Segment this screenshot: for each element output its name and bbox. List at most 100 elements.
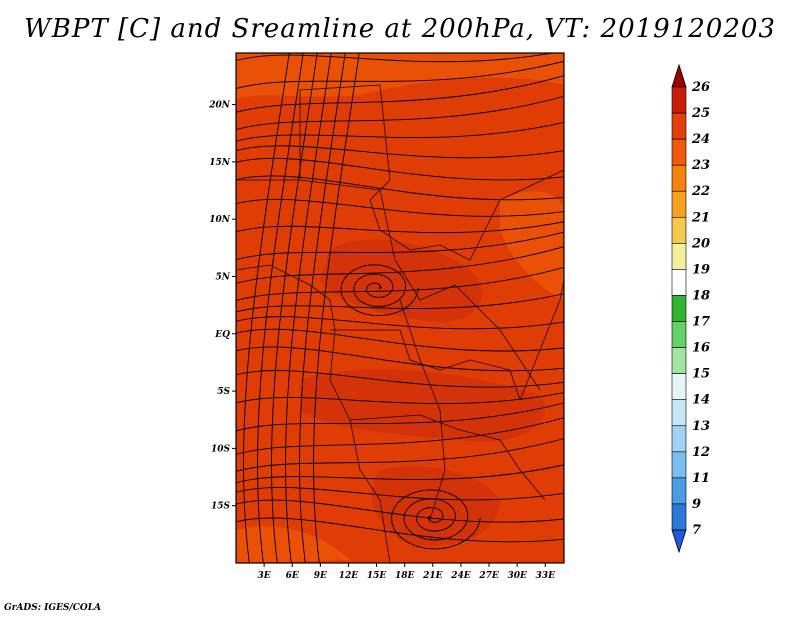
streamline [236, 246, 564, 284]
streamline [236, 499, 564, 523]
streamline [236, 417, 564, 455]
colorbar-segment [671, 138, 687, 166]
colorbar-label: 7 [692, 523, 701, 538]
streamline [236, 53, 555, 63]
lon-tick-label: 3E [258, 571, 271, 581]
lat-tick-label: EQ [214, 330, 230, 340]
country-border [236, 264, 391, 563]
temperature-patch-5 [500, 191, 564, 300]
country-border [299, 179, 471, 301]
colorbar-segment [671, 112, 687, 140]
colorbar-segment [671, 373, 687, 401]
temperature-patch-1 [236, 53, 564, 100]
colorbar-label: 20 [691, 236, 710, 251]
streamline [236, 60, 564, 90]
lon-tick-label: 33E [536, 571, 556, 581]
lon-tick-label: 27E [478, 571, 499, 581]
colorbar-label: 11 [692, 471, 710, 486]
country-border [369, 84, 564, 261]
map-axes: 3E 6E 9E 12E 15E 18E 21E 24E 27E 30E 33E 20N 15N 10N 5… [208, 101, 555, 581]
colorbar-label: 18 [692, 288, 710, 303]
colorbar: 26 25 24 23 22 21 20 19 18 17 16 15 14 13 12 11 9 7 [671, 63, 710, 554]
streamline [236, 121, 564, 142]
streamline [236, 517, 564, 543]
map-frame [235, 52, 565, 564]
streamline [236, 328, 564, 352]
streamline [243, 53, 290, 563]
streamline [236, 221, 564, 234]
colorbar-label: 14 [692, 393, 710, 408]
streamline [257, 53, 304, 563]
lat-tick-label: 5N [216, 272, 231, 282]
map-panel [235, 52, 565, 564]
circulation-south [391, 489, 481, 550]
streamline [299, 53, 346, 563]
colorbar-label: 24 [691, 132, 710, 147]
grads-credit: GrADS: IGES/COLA [4, 603, 102, 613]
colorbar-label: 23 [691, 158, 710, 173]
streamline [313, 53, 360, 563]
streamline [236, 402, 564, 432]
country-border [236, 84, 381, 181]
streamline [236, 346, 564, 372]
circulation-north [340, 264, 420, 317]
colorbar-label: 13 [692, 419, 710, 434]
colorbar-segment [671, 451, 687, 479]
colorbar-label: 26 [691, 80, 710, 95]
country-border [399, 299, 446, 521]
streamline [236, 266, 564, 302]
colorbar-label: 17 [692, 315, 710, 330]
lat-tick-label: 5S [217, 387, 230, 397]
streamline [236, 316, 564, 330]
colorbar-segment [671, 269, 687, 296]
colorbar-segment [671, 399, 687, 427]
colorbar-top-arrow [671, 63, 687, 88]
temperature-patch-4 [371, 466, 500, 546]
lon-tick-label: 12E [339, 571, 359, 581]
colorbar-segment [671, 190, 687, 218]
streamline [271, 53, 318, 563]
colorbar-segment [671, 347, 687, 374]
colorbar-bottom-arrow [671, 529, 687, 554]
lat-tick-label: 10N [209, 215, 231, 225]
chart-title: WBPT [C] and Sreamline at 200hPa, VT: 20… [24, 14, 776, 44]
colorbar-label: 12 [692, 445, 710, 460]
streamline [236, 175, 564, 201]
streamline [236, 95, 564, 131]
lat-tick-label: 10S [211, 444, 231, 454]
country-border [519, 279, 564, 401]
streamline [236, 75, 564, 113]
streamline [236, 486, 564, 501]
colorbar-label: 15 [692, 367, 710, 382]
colorbar-segment [671, 321, 687, 348]
lon-tick-label: 9E [314, 571, 327, 581]
colorbar-segment [671, 86, 687, 114]
colorbar-segment [671, 216, 687, 244]
colorbar-label: 21 [691, 210, 710, 225]
temperature-patch-6 [236, 526, 350, 563]
colorbar-segment [671, 425, 687, 453]
colorbar-label: 25 [691, 106, 710, 121]
lon-tick-label: 6E [286, 571, 299, 581]
lon-tick-label: 21E [422, 571, 443, 581]
lat-tick-label: 15S [211, 502, 231, 512]
streamline [236, 198, 564, 217]
colorbar-segment [671, 477, 687, 505]
colorbar-label: 9 [692, 497, 701, 512]
streamline [236, 438, 564, 472]
streamline [236, 293, 564, 313]
colorbar-label: 22 [691, 184, 710, 199]
streamline [285, 53, 332, 563]
streamline [236, 157, 564, 181]
lon-tick-label: 30E [507, 571, 527, 581]
streamline [236, 145, 564, 159]
streamline [236, 370, 564, 388]
lat-tick-label: 20N [208, 101, 231, 111]
colorbar-segment [671, 243, 687, 270]
lon-tick-label: 18E [395, 571, 415, 581]
streamline [236, 231, 564, 261]
lon-tick-label: 24E [450, 571, 471, 581]
colorbar-segment [671, 503, 687, 531]
colorbar-label: 19 [692, 262, 710, 277]
